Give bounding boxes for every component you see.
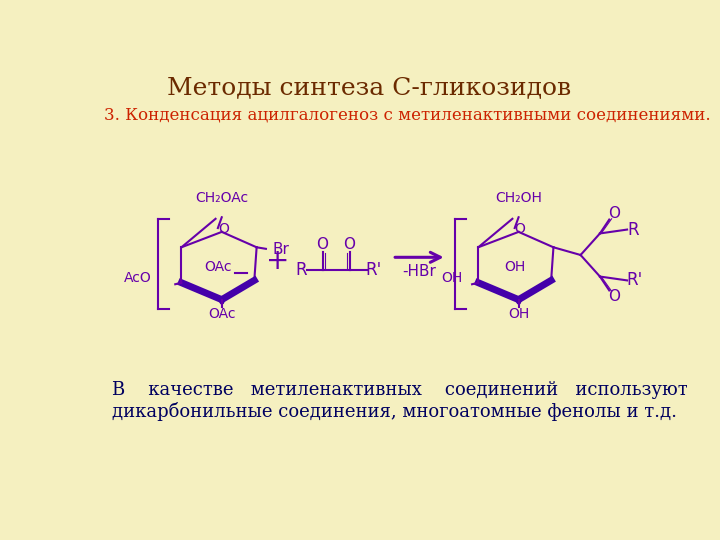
Text: -HBr: -HBr — [402, 264, 436, 279]
Text: O: O — [218, 222, 229, 236]
Text: O: O — [317, 237, 328, 252]
Text: O: O — [515, 222, 526, 236]
Text: R: R — [627, 220, 639, 239]
Text: R: R — [295, 261, 307, 279]
Text: +: + — [266, 247, 289, 275]
Text: Методы синтеза С-гликозидов: Методы синтеза С-гликозидов — [167, 76, 571, 99]
Text: O: O — [608, 289, 620, 304]
Text: OH: OH — [508, 307, 529, 321]
Text: CH₂OAc: CH₂OAc — [195, 191, 248, 205]
Text: OH: OH — [504, 260, 526, 274]
Text: OH: OH — [441, 271, 463, 285]
Text: Br: Br — [272, 242, 289, 257]
Text: дикарбонильные соединения, многоатомные фенолы и т.д.: дикарбонильные соединения, многоатомные … — [112, 402, 677, 421]
Text: R': R' — [366, 261, 382, 279]
Text: В    качестве   метиленактивных    соединений   используют: В качестве метиленактивных соединений ис… — [112, 381, 688, 399]
Text: R': R' — [626, 272, 643, 289]
Text: OAc: OAc — [208, 307, 235, 321]
Text: AcO: AcO — [125, 271, 152, 285]
Text: 3. Конденсация ацилгалогеноз с метиленактивными соединениями.: 3. Конденсация ацилгалогеноз с метиленак… — [104, 106, 711, 123]
Text: CH₂OH: CH₂OH — [495, 191, 542, 205]
Text: O: O — [343, 237, 356, 252]
Text: O: O — [608, 206, 620, 221]
Text: OAc: OAc — [204, 260, 232, 274]
